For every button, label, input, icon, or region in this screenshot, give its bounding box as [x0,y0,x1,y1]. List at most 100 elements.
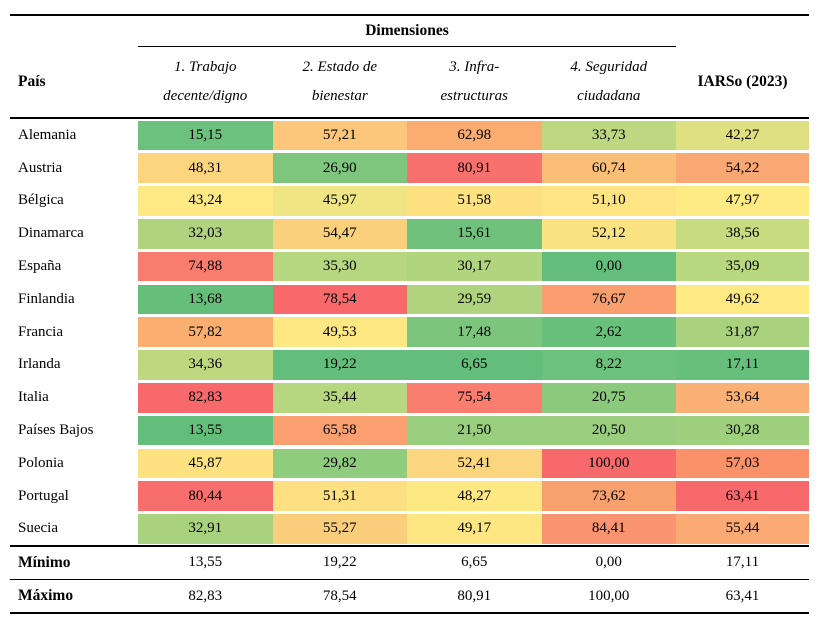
value-cell: 57,82 [138,316,273,349]
table-row: Países Bajos 13,55 65,58 21,50 20,50 30,28 [10,414,809,447]
iarso-column-header: IARSo (2023) [697,73,788,90]
value-cell: 100,00 [541,447,676,480]
value-cell: 65,58 [272,414,407,447]
value-cell: 15,61 [407,217,542,250]
country-label: Italia [18,389,49,406]
header-line2: bienestar [311,88,368,104]
value-cell: 30,17 [407,250,542,283]
value-cell: 51,31 [272,480,407,513]
value-cell: 52,12 [541,217,676,250]
value-cell: 35,30 [272,250,407,283]
bottom-rule [10,612,809,615]
minimum-value: 19,22 [322,554,357,571]
table-row: Bélgica 43,24 45,97 51,58 51,10 47,97 [10,185,809,218]
value-cell: 13,55 [138,414,273,447]
iarso-heatmap-table: Dimensiones País 1. Trabajo decente/dign… [10,14,809,615]
country-column-header: País [18,73,46,90]
country-label: Dinamarca [18,225,84,242]
value-cell: 6,65 [407,349,542,382]
country-label: Alemania [18,126,77,143]
header-line2: estructuras [440,88,509,104]
value-cell: 51,10 [541,185,676,218]
value-cell: 75,54 [407,381,542,414]
value-cell: 62,98 [407,119,542,152]
spacer-cell [10,16,138,47]
value-cell: 57,21 [272,119,407,152]
table-row: Finlandia 13,68 78,54 29,59 76,67 49,62 [10,283,809,316]
value-cell: 60,74 [541,152,676,185]
table-row: Polonia 45,87 29,82 52,41 100,00 57,03 [10,447,809,480]
minimum-value: 17,11 [725,554,760,571]
value-cell: 29,59 [407,283,542,316]
minimum-bottom-rule [10,578,809,581]
value-cell: 63,41 [676,480,809,513]
country-label: Suecia [18,520,58,537]
value-cell: 57,03 [676,447,809,480]
value-cell: 15,15 [138,119,273,152]
country-label: Países Bajos [18,422,94,439]
value-cell: 55,27 [272,513,407,546]
value-cell: 48,31 [138,152,273,185]
value-cell: 78,54 [272,283,407,316]
value-cell: 45,97 [272,185,407,218]
value-cell: 38,56 [676,217,809,250]
value-cell: 43,24 [138,185,273,218]
maximum-value: 100,00 [588,587,630,604]
header-bottom-rule [10,117,809,119]
value-cell: 20,75 [541,381,676,414]
value-cell: 20,50 [541,414,676,447]
table-body: Alemania 15,15 57,21 62,98 33,73 42,27 Austria… [10,119,809,545]
value-cell: 32,91 [138,513,273,546]
value-cell: 47,97 [676,185,809,218]
value-cell: 52,41 [407,447,542,480]
value-cell: 74,88 [138,250,273,283]
value-cell: 2,62 [541,316,676,349]
column-header-seguridad: 4. Seguridad ciudadana [542,47,677,117]
value-cell: 49,62 [676,283,809,316]
country-label: Polonia [18,454,64,471]
value-cell: 17,48 [407,316,542,349]
table-row: Dinamarca 32,03 54,47 15,61 52,12 38,56 [10,217,809,250]
header-line1: 4. Seguridad [570,59,648,75]
value-cell: 31,87 [676,316,809,349]
minimum-row: Mínimo 13,55 19,22 6,65 0,00 17,11 [10,547,809,579]
value-cell: 17,11 [676,349,809,382]
country-label: Irlanda [18,356,61,373]
value-cell: 29,82 [272,447,407,480]
value-cell: 84,41 [541,513,676,546]
table-row: Portugal 80,44 51,31 48,27 73,62 63,41 [10,480,809,513]
column-header-infraestructuras: 3. Infra- estructuras [407,47,542,117]
value-cell: 21,50 [407,414,542,447]
value-cell: 13,68 [138,283,273,316]
value-cell: 76,67 [541,283,676,316]
value-cell: 34,36 [138,349,273,382]
value-cell: 26,90 [272,152,407,185]
table-row: Francia 57,82 49,53 17,48 2,62 31,87 [10,316,809,349]
value-cell: 33,73 [541,119,676,152]
value-cell: 35,09 [676,250,809,283]
header-line2: decente/digno [163,88,248,104]
minimum-value: 0,00 [595,554,622,571]
country-label: Francia [18,323,63,340]
dimensions-title: Dimensiones [138,16,676,47]
country-label: Portugal [18,487,69,504]
value-cell: 82,83 [138,381,273,414]
value-cell: 73,62 [541,480,676,513]
value-cell: 51,58 [407,185,542,218]
value-cell: 53,64 [676,381,809,414]
maximum-value: 78,54 [322,587,357,604]
country-label: España [18,258,62,275]
maximum-label: Máximo [18,587,74,605]
maximum-value: 82,83 [188,587,223,604]
top-rule [10,14,809,16]
body-bottom-rule [10,545,809,547]
value-cell: 48,27 [407,480,542,513]
value-cell: 42,27 [676,119,809,152]
spacer-cell [676,16,809,47]
column-header-trabajo: 1. Trabajo decente/digno [138,47,273,117]
column-header-bienestar: 2. Estado de bienestar [273,47,408,117]
minimum-label: Mínimo [18,553,71,571]
header-line1: 1. Trabajo [173,59,237,75]
maximum-row: Máximo 82,83 78,54 80,91 100,00 63,41 [10,580,809,612]
